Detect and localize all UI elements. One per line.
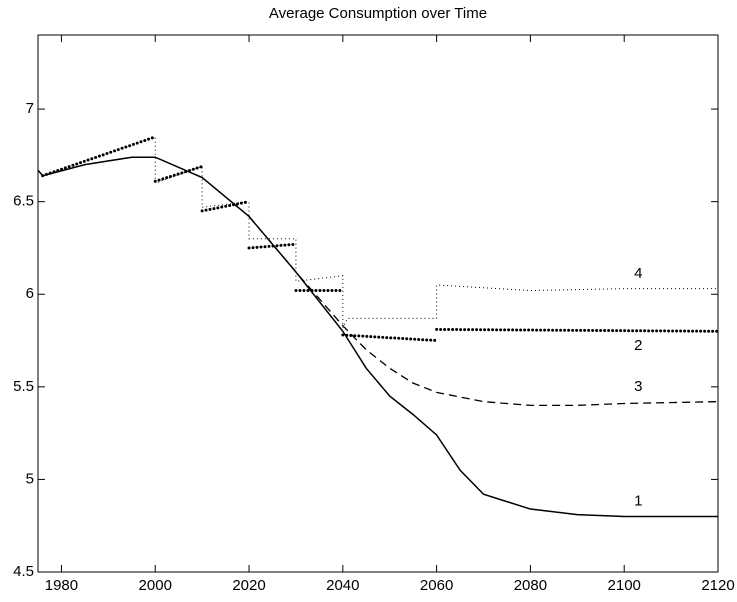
x-tick-label: 2060: [420, 577, 453, 594]
series-label: 4: [634, 265, 642, 282]
y-tick-label: 7: [26, 100, 34, 117]
x-tick-label: 2080: [514, 577, 547, 594]
y-tick-label: 5: [26, 470, 34, 487]
x-tick-label: 2000: [139, 577, 172, 594]
series-line: [41, 135, 720, 343]
series-label: 1: [634, 493, 642, 510]
x-tick-label: 2040: [326, 577, 359, 594]
series-line: [37, 156, 718, 518]
y-tick-label: 6: [26, 285, 34, 302]
chart-title: Average Consumption over Time: [269, 5, 487, 22]
y-tick-label: 6.5: [13, 193, 34, 210]
y-tick-label: 5.5: [13, 378, 34, 395]
x-tick-label: 2020: [232, 577, 265, 594]
x-tick-label: 1980: [45, 577, 78, 594]
plot-frame: [37, 34, 719, 573]
series-label: 3: [634, 378, 642, 395]
x-tick-label: 2120: [701, 577, 734, 594]
x-tick-label: 2100: [608, 577, 641, 594]
series-line: [42, 136, 718, 328]
y-tick-label: 4.5: [13, 563, 34, 580]
series-label: 2: [634, 337, 642, 354]
series-line: [248, 216, 719, 406]
